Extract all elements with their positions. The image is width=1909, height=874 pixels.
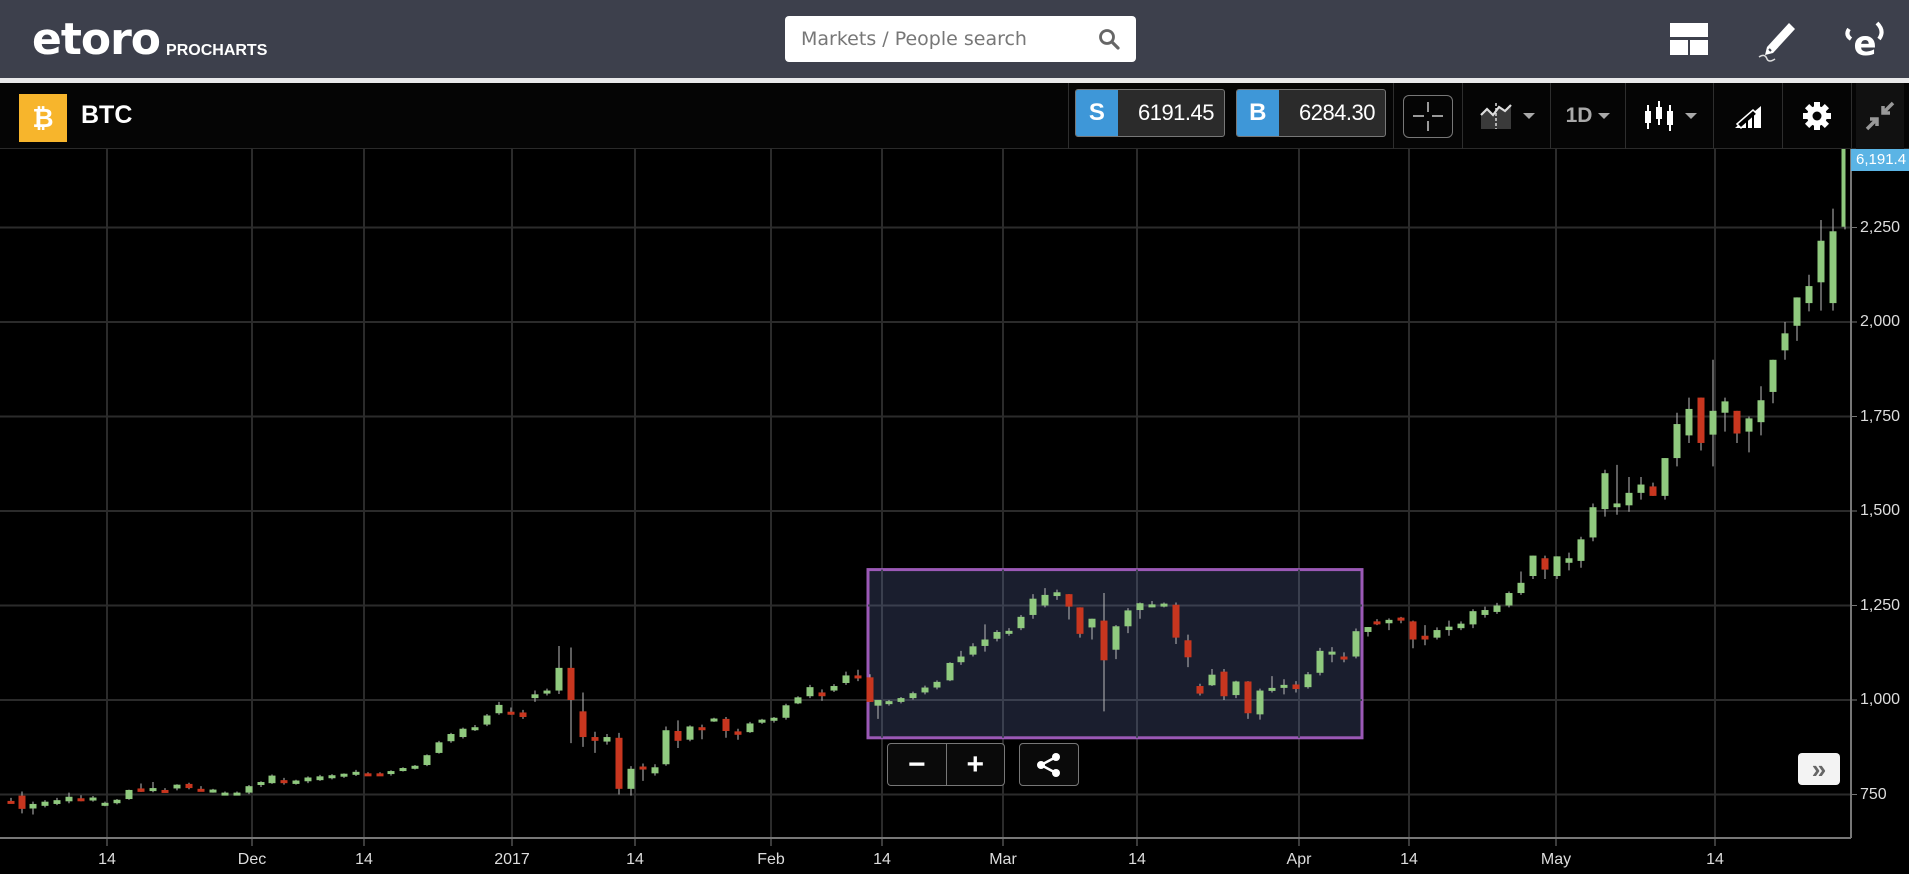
header-divider [0, 78, 1909, 83]
toolbar-divider [1550, 83, 1551, 149]
x-tick-label: 14 [1400, 851, 1418, 868]
crosshair-button[interactable] [1403, 95, 1453, 138]
search-input[interactable] [801, 28, 1098, 50]
y-tick-label: 750 [1860, 785, 1887, 803]
share-button[interactable] [1019, 743, 1079, 786]
toolbar-divider [1713, 83, 1714, 149]
y-tick-label: 1,000 [1860, 691, 1901, 708]
top-header: etoro PROCHARTS e [0, 0, 1909, 78]
etoro-profile-icon[interactable]: e [1821, 0, 1909, 78]
double-chevron-right-icon: » [1811, 753, 1827, 784]
toolbar-divider [1462, 83, 1463, 149]
x-tick-label: 14 [1128, 851, 1146, 868]
y-tick-label: 2,000 [1860, 313, 1901, 330]
candlestick-plot[interactable] [0, 149, 1909, 874]
settings-button[interactable] [1783, 83, 1851, 149]
search-icon[interactable] [1098, 28, 1120, 50]
scroll-to-latest-button[interactable]: » [1798, 753, 1840, 785]
bitcoin-icon: ₿ [19, 94, 67, 142]
x-tick-label: 14 [355, 851, 373, 868]
drawing-tools-icon [1735, 106, 1761, 130]
last-price-label: 6,191.4 [1851, 149, 1909, 171]
timeframe-dropdown[interactable]: 1D [1551, 83, 1625, 149]
zoom-controls: − + [887, 743, 1005, 786]
zoom-out-button[interactable]: − [888, 744, 947, 785]
share-icon [1037, 752, 1060, 777]
sell-button[interactable]: S 6191.45 [1075, 89, 1225, 137]
toolbar-divider [1625, 83, 1626, 149]
x-tick-label: Feb [757, 851, 785, 868]
toolbar-divider [1393, 83, 1394, 149]
x-tick-label: 14 [626, 851, 644, 868]
sell-price: 6191.45 [1137, 100, 1215, 125]
x-tick-label: 14 [98, 851, 116, 868]
toolbar-divider [1782, 83, 1783, 149]
zoom-in-button[interactable]: + [966, 747, 985, 781]
logo-wordmark: etoro [32, 14, 161, 65]
collapse-button[interactable] [1856, 83, 1904, 149]
x-tick-label: Mar [989, 851, 1017, 868]
chart-type-button[interactable] [1626, 83, 1714, 149]
chevron-down-icon [1685, 113, 1697, 119]
svg-text:e: e [1853, 24, 1876, 61]
chart-toolbar: ₿ BTC S 6191.45 B 6284.30 1D [0, 83, 1909, 149]
x-tick-label: 14 [873, 851, 891, 868]
y-tick-label: 1,750 [1860, 407, 1901, 425]
x-tick-label: Apr [1286, 851, 1312, 868]
etoro-logo[interactable]: etoro PROCHARTS [32, 12, 267, 62]
buy-price: 6284.30 [1298, 100, 1376, 125]
logo-procharts: PROCHARTS [166, 42, 268, 59]
x-tick-label: Dec [237, 851, 267, 868]
crosshair-icon [1413, 102, 1443, 131]
x-tick-label: May [1540, 851, 1572, 868]
asset-name: BTC [81, 101, 133, 129]
layout-icon[interactable] [1645, 0, 1733, 78]
search-box[interactable] [785, 16, 1136, 62]
y-tick-label: 2,250 [1860, 218, 1901, 236]
compare-chart-button[interactable] [1463, 83, 1551, 149]
y-tick-label: 1,250 [1860, 596, 1901, 614]
price-chart[interactable] [0, 149, 1909, 874]
candlestick-type-icon [1645, 101, 1673, 131]
sell-label: S [1076, 90, 1118, 136]
drawing-tools-button[interactable] [1714, 83, 1782, 149]
header-icons: e [1645, 0, 1909, 78]
chevron-down-icon [1598, 113, 1611, 119]
y-tick-label: 1,500 [1860, 502, 1901, 519]
draw-pencil-icon[interactable] [1733, 0, 1821, 78]
buy-button[interactable]: B 6284.30 [1236, 89, 1386, 137]
toolbar-divider [1851, 83, 1852, 149]
settings-gear-icon [1803, 102, 1831, 130]
timeframe-value: 1D [1565, 104, 1593, 127]
chevron-down-icon [1523, 113, 1535, 119]
compare-chart-icon [1480, 103, 1512, 129]
buy-label: B [1237, 90, 1279, 136]
toolbar-divider [1068, 83, 1069, 149]
collapse-icon [1865, 101, 1895, 131]
x-tick-label: 2017 [494, 851, 530, 868]
x-tick-label: 14 [1706, 851, 1724, 868]
